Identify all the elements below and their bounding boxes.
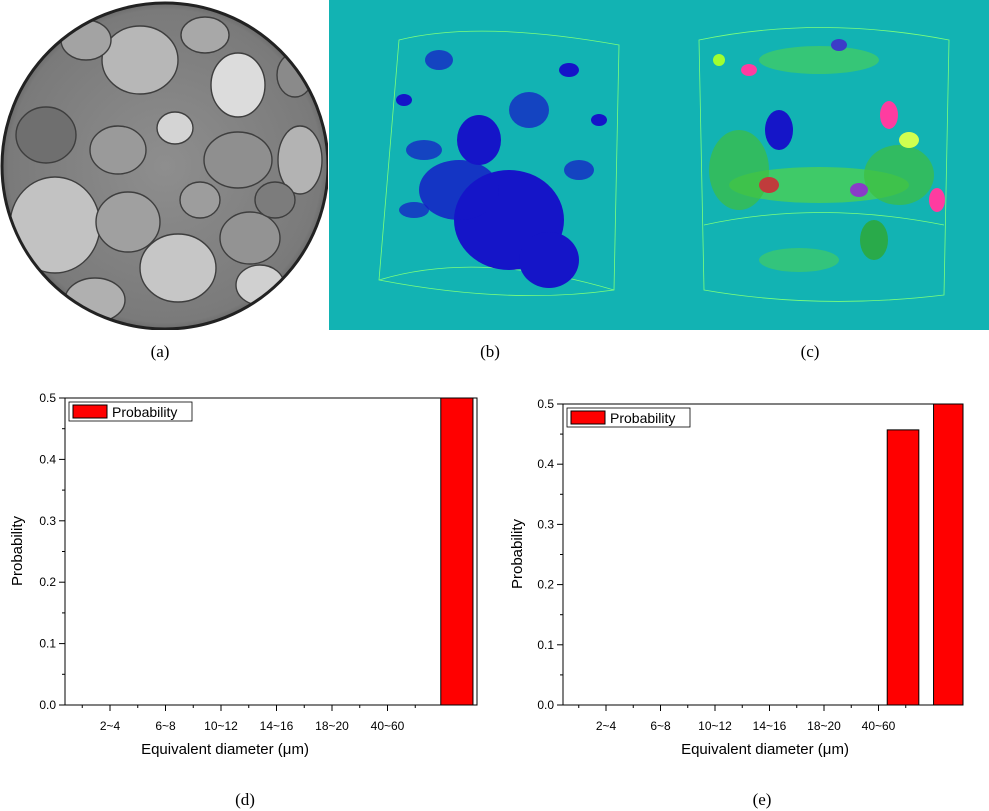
x-tick-label: 6~8 bbox=[650, 719, 671, 733]
x-tick-label: 14~16 bbox=[260, 719, 294, 733]
bar bbox=[933, 403, 964, 706]
x-axis-label: Equivalent diameter (μm) bbox=[141, 741, 309, 758]
caption-c: (c) bbox=[800, 342, 820, 361]
x-tick-label: 10~12 bbox=[698, 719, 732, 733]
x-tick-label: 2~4 bbox=[100, 719, 121, 733]
y-tick-label: 0.5 bbox=[537, 397, 554, 411]
x-tick-label: 18~20 bbox=[807, 719, 841, 733]
legend-swatch bbox=[570, 410, 606, 425]
legend-swatch bbox=[72, 404, 108, 419]
pore-3d-render-colored bbox=[659, 0, 989, 330]
y-tick-label: 0.3 bbox=[39, 514, 56, 528]
y-axis-label: Probability bbox=[9, 515, 26, 586]
legend: Probability bbox=[566, 407, 691, 428]
y-tick-label: 0.0 bbox=[39, 698, 56, 712]
bar bbox=[886, 429, 920, 706]
y-tick-label: 0.1 bbox=[39, 637, 56, 651]
histogram-chart-d: 0.0 0.1 0.2 0.3 0.4 0.5 2~4 6~8 10~12 14~16 18~20 4… bbox=[9, 391, 478, 758]
pore-3d-render-blue bbox=[329, 0, 659, 330]
y-tick-label: 0.0 bbox=[537, 698, 554, 712]
caption-e: (e) bbox=[752, 790, 772, 809]
bar bbox=[440, 397, 474, 706]
x-tick-label: 2~4 bbox=[596, 719, 617, 733]
histogram-chart-e: 0.0 0.1 0.2 0.3 0.4 0.5 2~4 6~8 10~12 14~16 18~20 4… bbox=[509, 397, 964, 758]
y-tick-label: 0.4 bbox=[537, 457, 554, 471]
caption-a: (a) bbox=[150, 342, 170, 361]
legend-label: Probability bbox=[112, 404, 177, 420]
caption-d: (d) bbox=[235, 790, 255, 809]
x-tick-label: 18~20 bbox=[315, 719, 349, 733]
y-tick-label: 0.4 bbox=[39, 452, 56, 466]
x-tick-label: 14~16 bbox=[753, 719, 787, 733]
ct-slice-image bbox=[0, 1, 328, 330]
y-tick-label: 0.2 bbox=[537, 578, 554, 592]
y-tick-label: 0.3 bbox=[537, 517, 554, 531]
x-tick-label: 6~8 bbox=[155, 719, 176, 733]
y-tick-label: 0.5 bbox=[39, 391, 56, 405]
y-axis-label: Probability bbox=[509, 518, 526, 589]
legend-label: Probability bbox=[610, 410, 675, 426]
caption-b: (b) bbox=[480, 342, 500, 361]
x-tick-label: 40~60 bbox=[862, 719, 896, 733]
x-axis-label: Equivalent diameter (μm) bbox=[681, 741, 849, 758]
x-tick-label: 40~60 bbox=[371, 719, 405, 733]
y-tick-label: 0.2 bbox=[39, 575, 56, 589]
legend: Probability bbox=[68, 401, 193, 422]
y-tick-label: 0.1 bbox=[537, 638, 554, 652]
plot-area bbox=[64, 397, 478, 706]
x-tick-label: 10~12 bbox=[204, 719, 238, 733]
